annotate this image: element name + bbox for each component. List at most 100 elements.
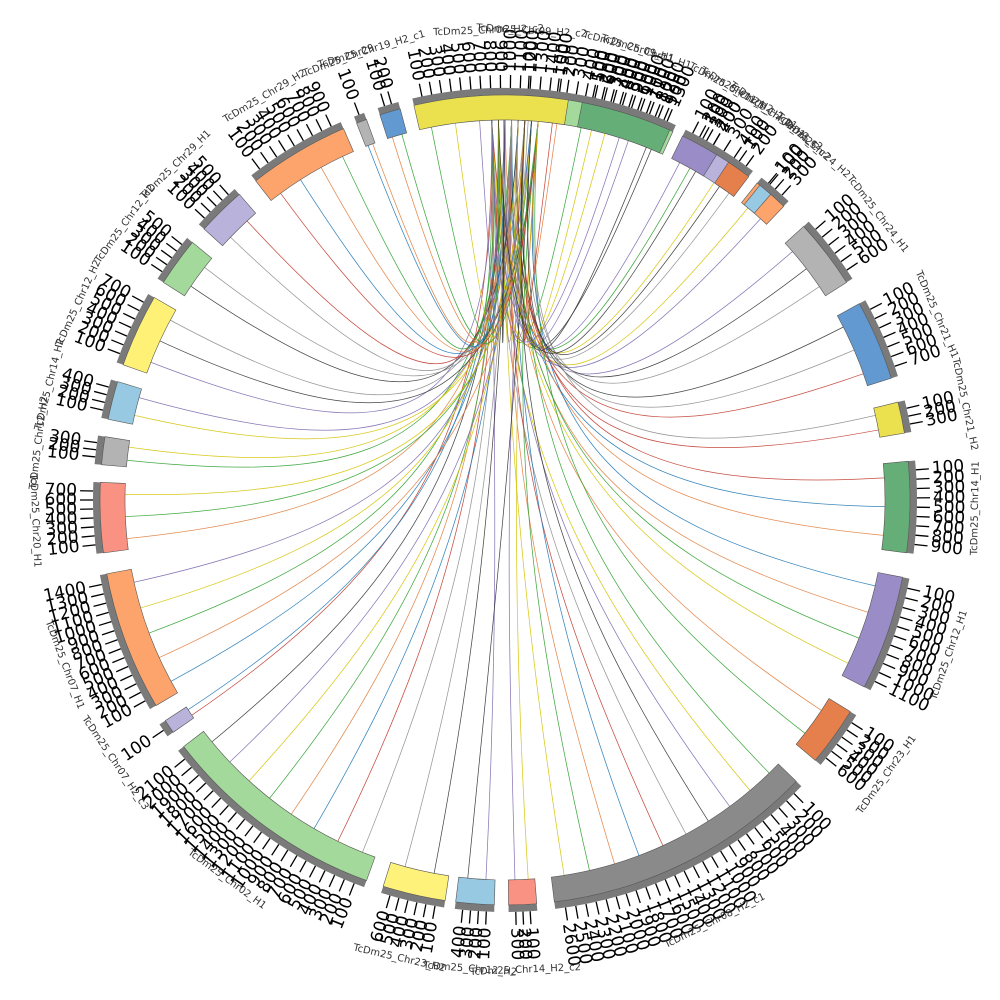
- synteny-link: [521, 120, 807, 378]
- tick-mark: [522, 911, 525, 925]
- synteny-link: [511, 120, 884, 536]
- tick-mark: [733, 146, 742, 158]
- tick-mark: [793, 793, 804, 804]
- segment-band: [836, 303, 892, 387]
- segment-band: [382, 862, 450, 901]
- tick-mark: [422, 904, 427, 918]
- tick-mark: [619, 91, 625, 105]
- tick-mark: [890, 644, 903, 651]
- synteny-link: [148, 120, 495, 634]
- synteny-link: [170, 120, 526, 396]
- tick-mark: [601, 86, 606, 100]
- synteny-link: [150, 120, 493, 414]
- synteny-link: [431, 120, 500, 339]
- segment-band: [743, 184, 772, 214]
- tick-mark: [325, 114, 332, 127]
- tick-mark: [206, 196, 217, 207]
- tick-mark: [469, 76, 472, 90]
- synteny-link: [159, 121, 539, 404]
- synteny-link: [125, 120, 532, 517]
- tick-mark: [894, 361, 908, 367]
- tick-mark: [625, 893, 631, 907]
- tick-mark: [767, 172, 778, 184]
- tick-mark: [212, 190, 223, 201]
- segment-tick-bar: [897, 400, 912, 434]
- tick-mark: [628, 94, 634, 108]
- tick-mark: [610, 89, 615, 103]
- tick-mark: [128, 691, 141, 700]
- tick-mark: [841, 736, 853, 746]
- tick-mark: [271, 844, 280, 856]
- tick-mark: [460, 909, 464, 923]
- synteny-link: [127, 120, 513, 468]
- tick-mark: [846, 262, 858, 271]
- tick-mark: [120, 674, 133, 682]
- synteny-link: [372, 119, 506, 344]
- tick-mark: [195, 782, 207, 793]
- tick-mark: [648, 101, 655, 115]
- synteny-link: [280, 121, 539, 358]
- tick-label: 1300: [531, 30, 555, 75]
- tick-label: 100: [46, 537, 80, 560]
- tick-label: 600: [932, 507, 965, 528]
- tick-mark: [836, 743, 848, 753]
- tick-mark: [101, 630, 115, 636]
- tick-label: 1100: [511, 29, 533, 73]
- synteny-link: [269, 120, 495, 799]
- tick-mark: [769, 174, 779, 185]
- synteny-link: [191, 120, 493, 716]
- tick-mark: [630, 95, 637, 109]
- segment-band: [881, 460, 911, 554]
- synteny-link: [211, 119, 506, 743]
- synteny-link: [532, 121, 876, 439]
- segment-tick-bar: [728, 156, 753, 177]
- synteny-link: [313, 120, 519, 829]
- segment-tick-bar: [582, 95, 673, 131]
- tick-label: 300: [933, 477, 966, 498]
- tick-mark: [851, 722, 863, 731]
- tick-mark: [404, 900, 409, 914]
- synteny-link: [138, 120, 513, 431]
- tick-mark: [251, 158, 261, 170]
- tick-mark: [91, 593, 104, 598]
- tick-mark: [815, 220, 826, 230]
- tick-mark: [122, 312, 136, 320]
- tick-mark: [131, 295, 144, 303]
- tick-mark: [612, 89, 618, 103]
- segment-band: [795, 698, 851, 761]
- synteny-link: [491, 120, 620, 343]
- segment-band: [356, 119, 376, 147]
- tick-mark: [664, 879, 671, 892]
- tick-mark: [203, 790, 214, 801]
- segment-band: [106, 568, 178, 706]
- tick-mark: [118, 321, 132, 329]
- tick-mark: [84, 440, 98, 444]
- tick-mark: [615, 896, 621, 910]
- synteny-link: [497, 120, 793, 375]
- tick-mark: [916, 525, 930, 528]
- tick-label: 800: [479, 39, 500, 72]
- tick-mark: [890, 351, 904, 358]
- tick-mark: [637, 97, 643, 111]
- tick-label: 400: [45, 509, 78, 530]
- tick-mark: [338, 879, 345, 892]
- tick-mark: [834, 244, 846, 254]
- tick-mark: [559, 78, 563, 92]
- segment-band: [841, 572, 903, 688]
- tick-mark: [655, 883, 661, 896]
- tick-mark: [692, 121, 700, 134]
- tick-mark: [96, 382, 109, 388]
- segment-tick-bar: [454, 901, 495, 912]
- tick-mark: [438, 79, 443, 94]
- tick-mark: [706, 129, 714, 142]
- tick-mark: [80, 517, 94, 520]
- segment-27: 100200300400500600700800900TcDm25_Chr11_…: [577, 33, 693, 154]
- tick-mark: [155, 256, 168, 266]
- segment-tick-bar: [381, 886, 446, 908]
- tick-label: 900: [490, 39, 510, 72]
- tick-label: 100: [46, 442, 80, 465]
